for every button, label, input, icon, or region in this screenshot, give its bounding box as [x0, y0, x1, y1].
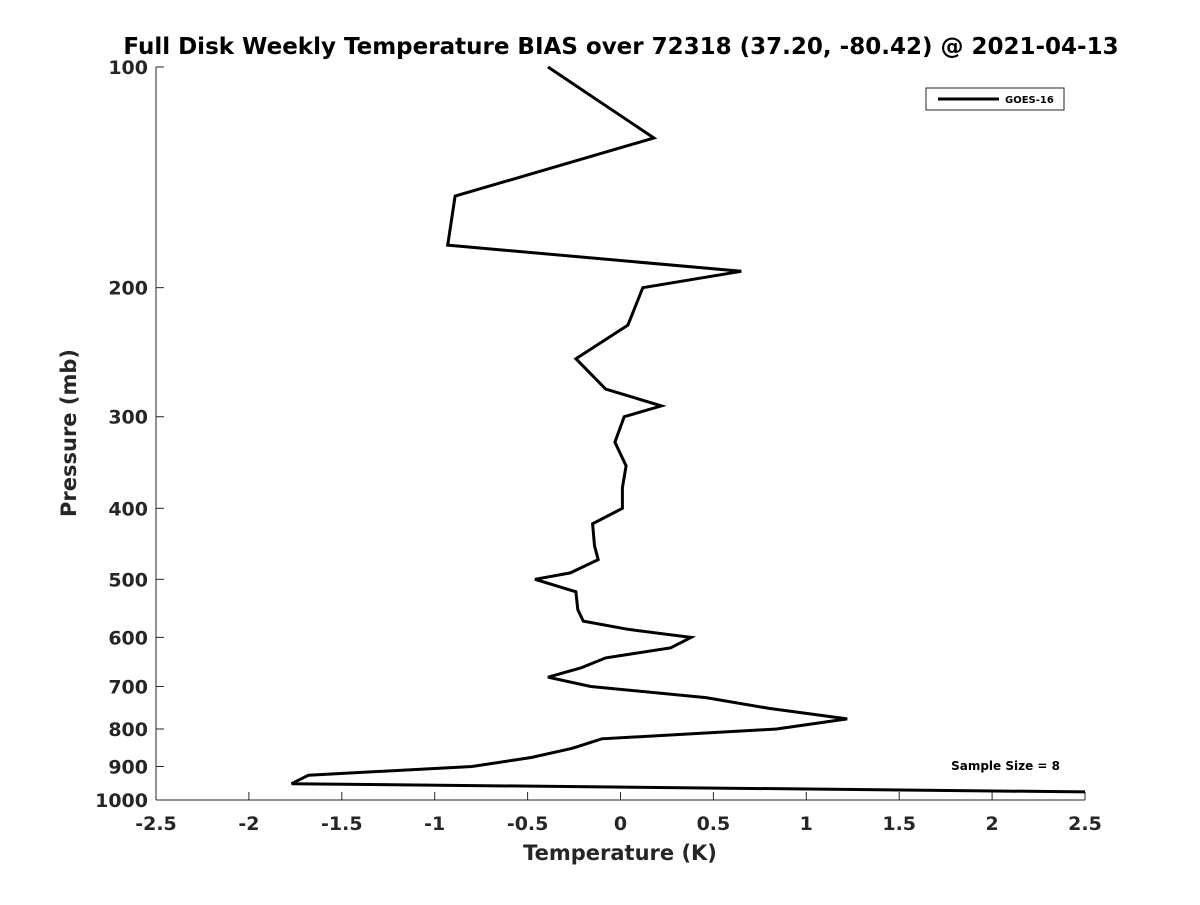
x-tick-label: 0: [614, 813, 627, 835]
x-tick-label: 1.5: [882, 813, 916, 835]
x-tick-label: 2: [985, 813, 998, 835]
x-ticks: -2.5 -2 -1.5 -1 -0.5 0 0.5 1 1.5 2 2.5: [135, 792, 1102, 835]
y-ticks: 100 200 300 400 500 600 700 800 900 1000: [95, 57, 164, 812]
y-tick-label: 400: [108, 498, 148, 520]
sample-size-annotation: Sample Size = 8: [951, 759, 1060, 773]
chart-title: Full Disk Weekly Temperature BIAS over 7…: [123, 34, 1118, 60]
x-tick-label: -1.5: [321, 813, 363, 835]
x-axis-label: Temperature (K): [523, 841, 717, 865]
x-tick-label: -1: [424, 813, 445, 835]
series-layer: [292, 67, 1086, 792]
legend-label-goes-16: GOES-16: [1005, 95, 1054, 106]
legend[interactable]: GOES-16: [926, 88, 1064, 110]
x-tick-label: -0.5: [507, 813, 549, 835]
x-tick-label: 1: [800, 813, 813, 835]
y-tick-label: 500: [108, 569, 148, 591]
y-tick-label: 700: [108, 676, 148, 698]
y-tick-label: 100: [108, 57, 148, 79]
x-tick-label: 0.5: [697, 813, 731, 835]
y-tick-label: 900: [108, 756, 148, 778]
x-tick-label: -2.5: [135, 813, 177, 835]
y-axis-label: Pressure (mb): [57, 349, 81, 517]
y-tick-label: 600: [108, 627, 148, 649]
series-line-goes-16: [292, 67, 1085, 792]
y-tick-label: 800: [108, 719, 148, 741]
x-tick-label: 2.5: [1068, 813, 1102, 835]
y-tick-label: 200: [108, 278, 148, 300]
y-tick-label: 300: [108, 407, 148, 429]
x-tick-label: -2: [238, 813, 259, 835]
y-tick-label: 1000: [95, 790, 148, 812]
